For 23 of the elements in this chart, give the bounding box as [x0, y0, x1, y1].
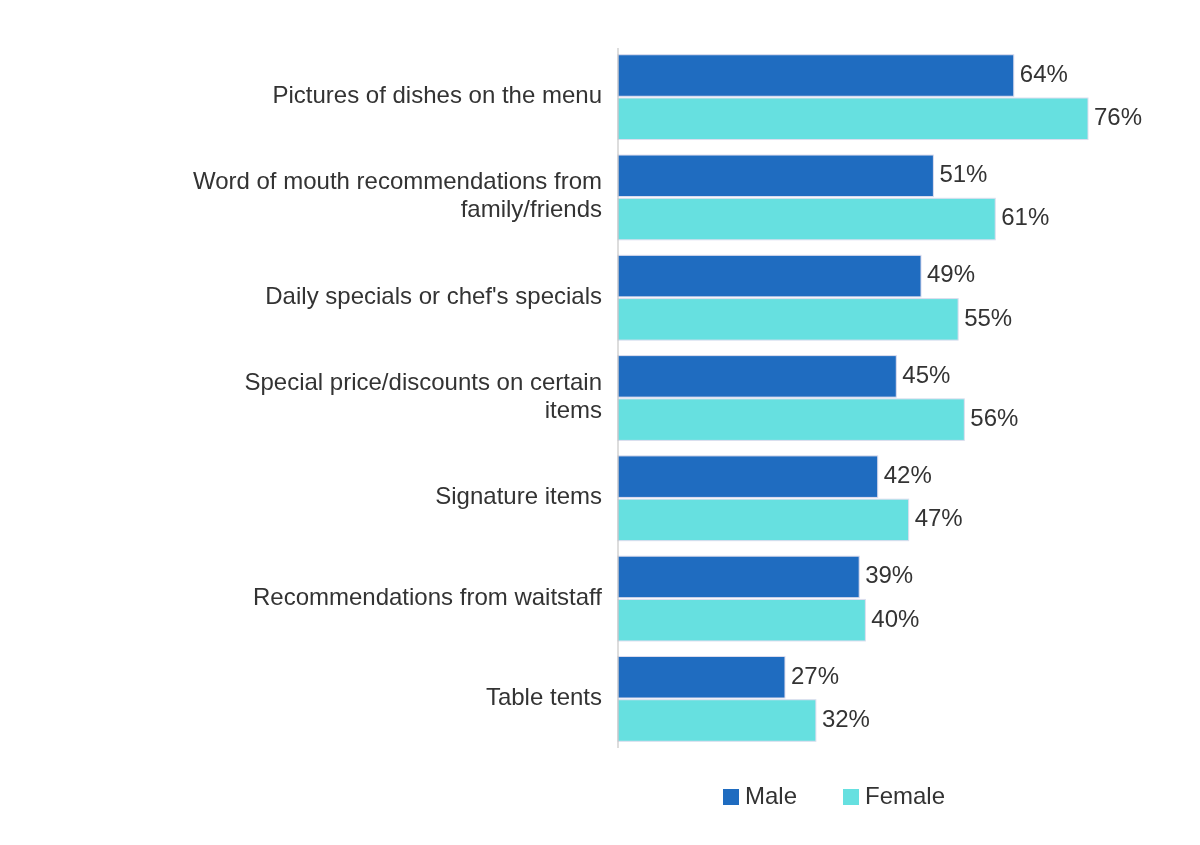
y-tick-label: Signature items [435, 482, 602, 510]
legend-label: Female [865, 782, 946, 810]
data-label: 64% [1019, 59, 1068, 87]
y-tick-label: Table tents [485, 683, 602, 711]
data-label: 40% [871, 604, 920, 632]
data-label: 49% [927, 260, 976, 288]
legend-label: Male [745, 782, 798, 810]
data-label: 51% [939, 160, 988, 188]
data-label: 45% [902, 360, 951, 388]
data-label: 56% [970, 403, 1019, 431]
data-label: 42% [883, 461, 932, 488]
y-tick-label: Daily specials or chef's specials [265, 282, 602, 310]
data-label: 76% [1094, 103, 1143, 131]
y-tick-label: Special price/discounts on certain items [244, 368, 602, 424]
data-label: 61% [1001, 203, 1050, 231]
data-label: 55% [964, 303, 1013, 331]
data-label: 27% [790, 661, 840, 689]
data-label: 39% [865, 561, 914, 589]
y-tick-label: Pictures of dishes on the menu [272, 81, 602, 109]
data-label: 32% [821, 704, 870, 732]
y-tick-label: Recommendations from waitstaff [252, 582, 603, 610]
data-label: 47% [914, 504, 963, 532]
y-tick-label: Word of mouth recommendations from family/friends [192, 167, 602, 223]
